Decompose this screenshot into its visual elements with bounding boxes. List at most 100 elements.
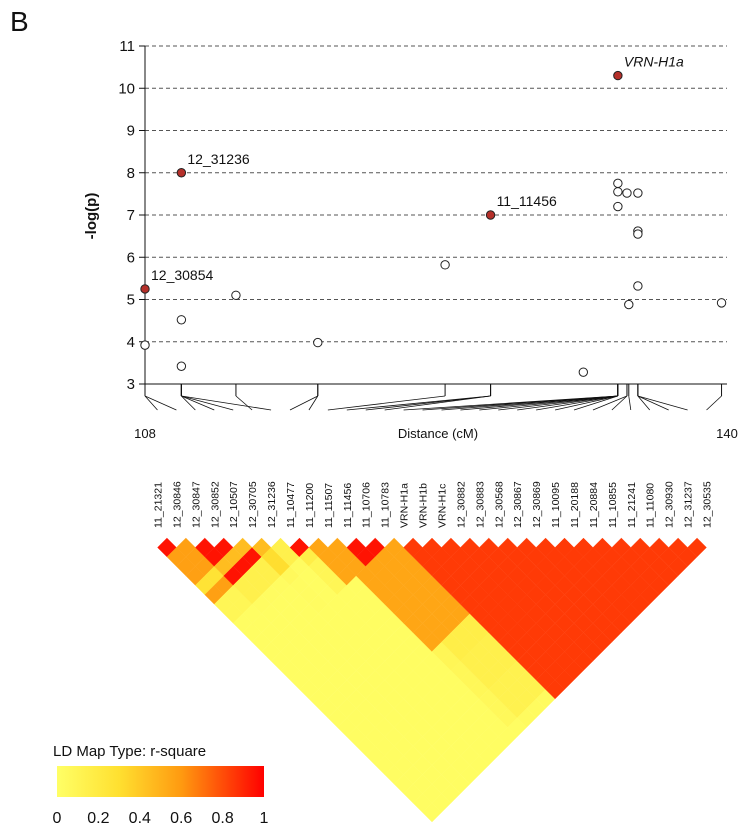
- marker-label: 11_10783: [380, 482, 392, 528]
- legend-tick-label: 0.6: [170, 810, 192, 826]
- legend-tick-label: 1: [260, 810, 269, 826]
- marker-connector: [235, 395, 253, 411]
- marker-connector: [144, 395, 177, 411]
- significant-point: [140, 284, 150, 294]
- marker-connector: [181, 395, 272, 411]
- marker-connector: [181, 395, 196, 411]
- marker-connector: [517, 395, 618, 411]
- marker-connector: [144, 395, 158, 411]
- marker-label: 12_30930: [664, 481, 676, 528]
- snp-point: [624, 299, 634, 310]
- marker-label: 12_30867: [512, 481, 524, 528]
- legend-tick-label: 0.4: [129, 810, 151, 826]
- marker-label: VRN-H1c: [436, 484, 448, 528]
- x-tick-label-min: 108: [134, 426, 156, 441]
- legend-title: LD Map Type: r-square: [53, 743, 206, 760]
- y-tick-label: 5: [127, 292, 135, 309]
- snp-point: [716, 298, 727, 308]
- marker-label: VRN-H1b: [418, 483, 430, 528]
- marker-connector: [573, 395, 618, 411]
- y-tick-label: 3: [127, 376, 135, 393]
- gridlines: [145, 45, 727, 343]
- point-label: 12_30854: [151, 267, 214, 283]
- marker-label: 12_30535: [702, 481, 714, 528]
- snp-point: [613, 201, 623, 212]
- ld-legend: LD Map Type: r-square 0 0.2 0.4 0.6 0.8 1: [53, 743, 269, 826]
- point-labels: 12_30854 12_31236 11_11456 VRN-H1a: [151, 54, 684, 283]
- marker-connector: [498, 395, 618, 411]
- marker-labels: 11_21321 12_30846 12_30847 12_30852 12_10507…: [152, 481, 713, 528]
- snp-point: [633, 229, 643, 239]
- marker-label: 11_11080: [645, 483, 657, 528]
- marker-connector: [611, 395, 628, 411]
- y-tick-label: 11: [119, 38, 135, 55]
- marker-label: 11_11507: [323, 483, 335, 528]
- association-plot: 3 4 5 6 7 8 9 10 11 -log(p) 12_30854 12_31236 11_1…: [83, 38, 738, 441]
- x-tick-label-max: 140: [716, 426, 738, 441]
- marker-label: 12_31237: [683, 481, 695, 528]
- snp-point: [176, 315, 187, 325]
- marker-label: 11_11200: [304, 483, 316, 528]
- marker-connector: [327, 395, 446, 411]
- marker-connector: [637, 395, 651, 411]
- significant-point: [176, 168, 187, 178]
- marker-connector-lines: [144, 384, 723, 411]
- marker-label: 12_30852: [209, 481, 221, 528]
- snp-point: [633, 188, 643, 198]
- point-label: 11_11456: [497, 193, 557, 209]
- marker-connector: [181, 395, 234, 411]
- marker-label: 12_30705: [247, 481, 259, 528]
- snp-point: [140, 340, 150, 350]
- y-tick-label: 9: [127, 123, 135, 140]
- snp-point: [313, 337, 323, 348]
- marker-label: 11_10477: [285, 482, 297, 528]
- panel-label: B: [10, 6, 29, 37]
- snp-point: [578, 367, 589, 377]
- ld-heatmap: 11_21321 12_30846 12_30847 12_30852 12_10507…: [152, 481, 714, 823]
- y-tick-label: 6: [127, 249, 135, 266]
- marker-connector: [628, 395, 632, 411]
- marker-connector: [384, 395, 491, 411]
- marker-connector: [554, 395, 618, 411]
- point-label: VRN-H1a: [624, 54, 684, 70]
- legend-tick-label: 0.8: [211, 810, 233, 826]
- marker-label: 12_30847: [190, 481, 202, 528]
- snp-point: [176, 361, 187, 371]
- x-axis-label: Distance (cM): [398, 426, 478, 441]
- marker-label: 12_30883: [474, 481, 486, 528]
- marker-label: 12_30869: [531, 481, 543, 528]
- legend-ticks: 0 0.2 0.4 0.6 0.8 1: [53, 810, 269, 826]
- marker-label: 11_21241: [626, 482, 638, 528]
- snp-point: [231, 290, 241, 300]
- marker-connector: [637, 395, 669, 411]
- marker-label: 11_10706: [361, 482, 373, 528]
- marker-label: 12_30882: [455, 481, 467, 528]
- ld-cell: [687, 537, 707, 558]
- marker-label: 12_10507: [228, 481, 240, 528]
- significant-point: [485, 210, 496, 220]
- marker-connector: [289, 395, 318, 411]
- marker-label: 12_31236: [266, 481, 278, 528]
- y-axis-label: -log(p): [83, 193, 100, 240]
- marker-label: 11_10095: [550, 482, 562, 528]
- snp-point: [440, 260, 450, 270]
- marker-connector: [592, 395, 628, 411]
- y-tick-label: 10: [118, 80, 135, 97]
- legend-tick-label: 0.2: [87, 810, 109, 826]
- y-tick-label: 4: [127, 334, 135, 351]
- legend-tick-label: 0: [53, 810, 62, 826]
- marker-label: 12_30568: [493, 481, 505, 528]
- data-points: [140, 70, 727, 377]
- marker-label: 12_30846: [171, 481, 183, 528]
- legend-color-bar: [57, 766, 264, 797]
- point-label: 12_31236: [187, 151, 250, 167]
- significant-point: [613, 70, 623, 81]
- marker-connector: [536, 395, 618, 411]
- snp-point: [613, 187, 623, 197]
- marker-label: 11_20884: [588, 482, 600, 528]
- ld-cells: [157, 537, 707, 823]
- snp-point: [633, 281, 643, 291]
- snp-point: [613, 178, 623, 189]
- marker-connector: [181, 395, 215, 411]
- y-tick-label: 7: [127, 207, 135, 224]
